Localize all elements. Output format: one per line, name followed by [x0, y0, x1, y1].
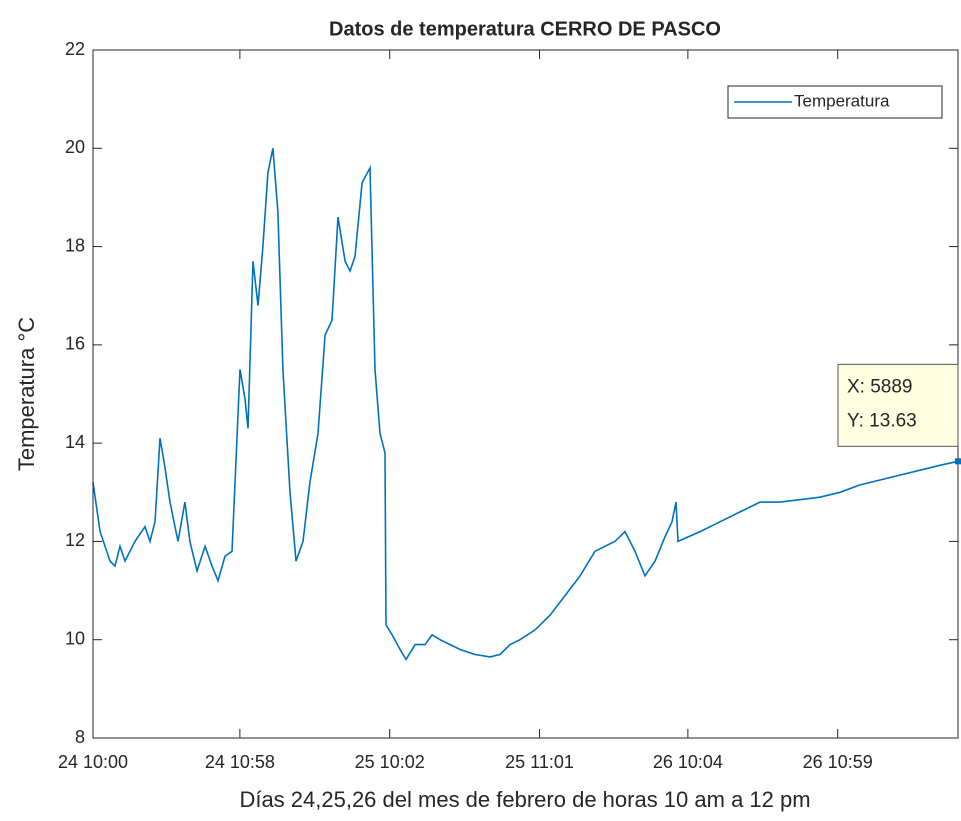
y-tick-label: 12 — [65, 530, 85, 550]
y-tick-label: 16 — [65, 334, 85, 354]
y-tick-label: 10 — [65, 628, 85, 648]
y-tick-label: 20 — [65, 137, 85, 157]
datatip-marker — [955, 458, 961, 465]
y-tick-label: 22 — [65, 39, 85, 59]
datatip-x: X: 5889 — [847, 376, 913, 397]
x-tick-label: 26 10:04 — [653, 752, 723, 772]
y-axis-label: Temperatura °C — [14, 317, 39, 471]
x-tick-label: 25 11:01 — [505, 752, 574, 772]
y-tick-label: 18 — [65, 235, 85, 255]
datatip-box — [837, 363, 959, 447]
legend-label: Temperatura — [794, 91, 890, 110]
x-tick-label: 24 10:00 — [58, 752, 128, 772]
x-tick-label: 24 10:58 — [205, 752, 275, 772]
y-tick-label: 8 — [75, 727, 85, 747]
x-tick-label: 25 10:02 — [355, 752, 425, 772]
plot-area — [93, 50, 958, 738]
y-tick-label: 14 — [65, 432, 85, 452]
x-axis-label: Días 24,25,26 del mes de febrero de hora… — [239, 787, 810, 812]
data-line — [92, 148, 959, 661]
chart-title: Datos de temperatura CERRO DE PASCO — [329, 18, 721, 40]
datatip-y: Y: 13.63 — [847, 410, 917, 431]
x-tick-label: 26 10:59 — [803, 752, 873, 772]
